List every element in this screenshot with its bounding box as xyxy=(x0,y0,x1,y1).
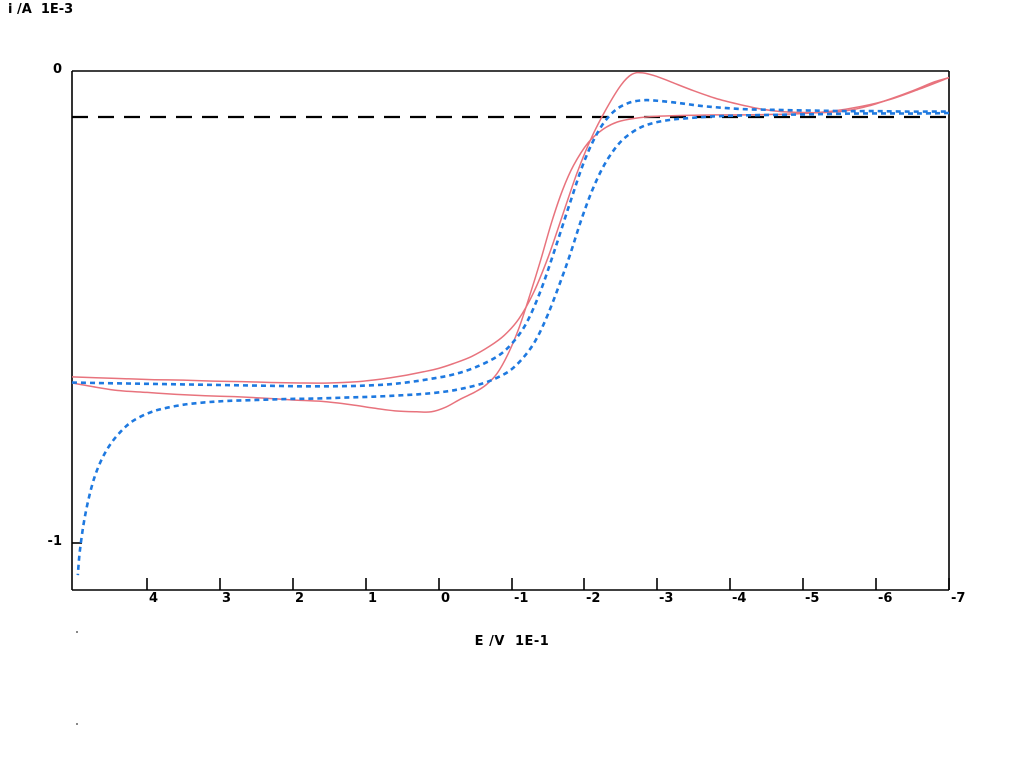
x-tick-label: -7 xyxy=(951,591,966,606)
x-tick-label: -3 xyxy=(659,591,674,606)
x-tick-label: 0 xyxy=(441,591,451,606)
y-tick-label: 0 xyxy=(52,62,62,77)
series-line-red-reverse-sweep xyxy=(71,76,950,413)
y-axis-title: i /A 1E-3 xyxy=(8,2,74,17)
axes-group xyxy=(71,70,950,591)
series-line-blue-reverse-sweep xyxy=(76,111,950,576)
series-group xyxy=(71,71,950,576)
x-tick-label: 2 xyxy=(295,591,305,606)
x-tick-label: -1 xyxy=(514,591,529,606)
series-line-red-forward-sweep xyxy=(71,71,950,384)
x-tick-label: 1 xyxy=(368,591,378,606)
x-tick-label: -6 xyxy=(878,591,893,606)
x-tick-label: 4 xyxy=(149,591,159,606)
x-axis-title: E /V 1E-1 xyxy=(474,634,550,649)
x-tick-label: -4 xyxy=(732,591,747,606)
stray-artifact-dot-1 xyxy=(76,631,78,633)
stray-artifact-dot-2 xyxy=(76,723,78,725)
y-tick-label: -1 xyxy=(47,534,62,549)
x-tick-label: 3 xyxy=(222,591,232,606)
series-line-blue-forward-sweep xyxy=(71,98,949,388)
tick-marks-group xyxy=(72,542,950,590)
x-tick-label: -2 xyxy=(586,591,601,606)
x-tick-label: -5 xyxy=(805,591,820,606)
